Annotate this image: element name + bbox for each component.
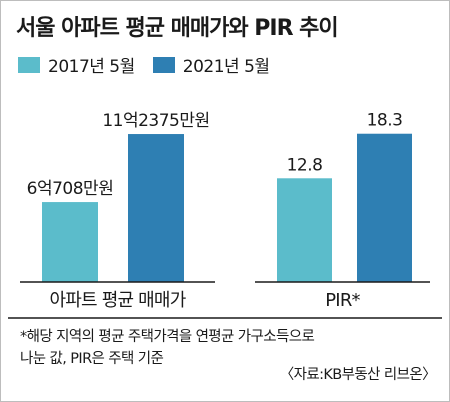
legend-swatch-2021 <box>152 56 175 73</box>
footnote: *해당 지역의 평균 주택가격을 연평균 가구소득으로 나눈 값, PIR은 주… <box>20 326 315 370</box>
legend-item-2017: 2017년 5월 <box>18 52 135 77</box>
legend: 2017년 5월 2021년 5월 <box>18 52 288 77</box>
bar-price-2017 <box>42 202 98 282</box>
legend-item-2021: 2021년 5월 <box>152 52 270 77</box>
data-label-price-2021: 11억2375만원 <box>102 111 209 131</box>
data-label-pir-2017: 12.8 <box>287 155 323 175</box>
data-label-pir-2021: 18.3 <box>367 111 403 131</box>
data-label-price-2017: 6억708만원 <box>27 179 114 199</box>
bar-pir-2021 <box>357 133 412 282</box>
legend-label-2017: 2017년 5월 <box>48 57 135 77</box>
bar-pir-2017 <box>277 178 332 282</box>
category-label-pir: PIR* <box>325 290 360 311</box>
category-label-price: 아파트 평균 매매가 <box>50 290 186 311</box>
bar-price-2021 <box>128 134 184 282</box>
footnote-line-2: 나눈 값, PIR은 주택 기준 <box>20 351 164 367</box>
source-credit: 〈자료:KB부동산 리브온〉 <box>279 367 437 383</box>
legend-swatch-2017 <box>18 56 40 73</box>
legend-label-2021: 2021년 5월 <box>182 57 270 77</box>
footnote-line-1: *해당 지역의 평균 주택가격을 연평균 가구소득으로 <box>20 329 315 345</box>
chart-title: 서울 아파트 평균 매매가와 PIR 추이 <box>16 16 339 41</box>
